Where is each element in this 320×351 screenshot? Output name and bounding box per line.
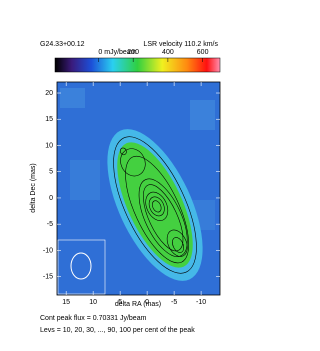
intensity-map <box>57 82 220 295</box>
chart-subtitle: LSR velocity 110.2 km/s <box>143 41 218 48</box>
y-tick-label: 10 <box>45 142 53 149</box>
y-axis-label: delta Dec (mas) <box>30 163 37 212</box>
y-tick-label: 0 <box>49 195 53 202</box>
y-tick-label: 15 <box>45 116 53 123</box>
y-tick-label: -5 <box>47 221 53 228</box>
y-tick-label: 20 <box>45 90 53 97</box>
y-tick-label: -10 <box>43 247 53 254</box>
note: Levs = 10, 20, 30, ..., 90, 100 per cent… <box>40 327 195 334</box>
chart-title: G24.33+00.12 <box>40 41 85 48</box>
x-tick-label: -10 <box>196 299 206 306</box>
x-axis-label: delta RA (mas) <box>115 301 161 308</box>
x-tick-label: 0 <box>145 299 149 306</box>
y-tick-label: 5 <box>49 169 53 176</box>
plot-frame <box>56 81 221 296</box>
colorbar <box>54 57 221 73</box>
x-tick-label: 5 <box>118 299 122 306</box>
chart: G24.33+00.12 LSR velocity 110.2 km/s del… <box>30 41 221 334</box>
colorbar-tick-label: 400 <box>162 49 174 56</box>
x-tick-label: 15 <box>62 299 70 306</box>
note: Cont peak flux = 0.70331 Jy/beam <box>40 315 147 322</box>
y-tick-label: -15 <box>43 273 53 280</box>
colorbar-tick-label: 600 <box>197 49 209 56</box>
x-tick-label: 10 <box>89 299 97 306</box>
x-tick-label: -5 <box>171 299 177 306</box>
colorbar-tick-label: 200 <box>127 49 139 56</box>
colorbar-tick-label: 0 mJy/beam <box>98 49 136 56</box>
